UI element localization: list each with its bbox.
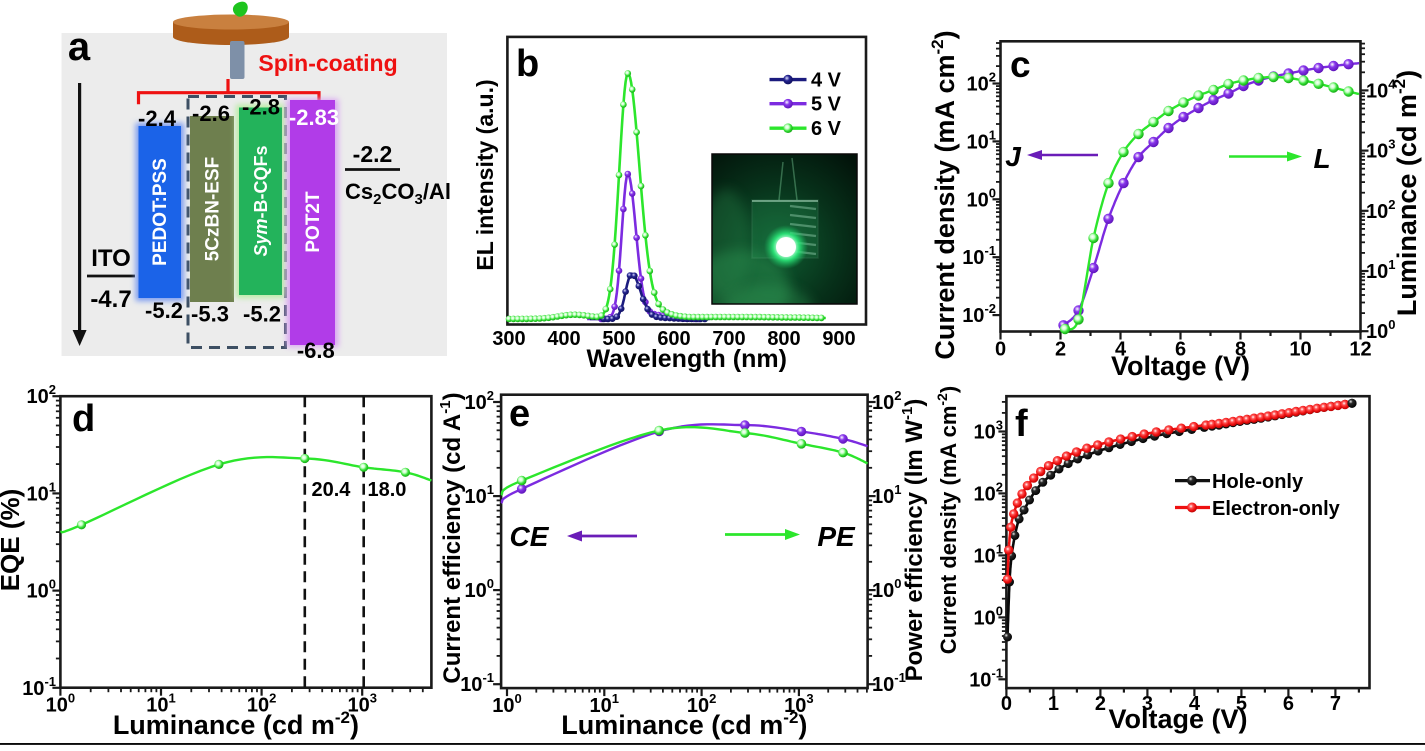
svg-text:800: 800 (767, 328, 800, 350)
svg-text:5CzBN-ESF: 5CzBN-ESF (203, 157, 224, 262)
svg-text:0: 0 (1001, 693, 1012, 715)
svg-text:Cs2CO3/Al: Cs2CO3/Al (345, 179, 451, 208)
svg-text:Current efficiency (cd A-1): Current efficiency (cd A-1) (437, 392, 466, 683)
svg-text:POT2T: POT2T (303, 191, 324, 253)
svg-text:6: 6 (1175, 339, 1186, 361)
svg-text:-5.3: -5.3 (191, 302, 229, 327)
svg-text:PE: PE (817, 521, 856, 552)
svg-text:c: c (1010, 44, 1031, 85)
svg-text:900: 900 (822, 328, 855, 350)
svg-text:5 V: 5 V (811, 94, 842, 116)
svg-text:ITO: ITO (91, 245, 131, 272)
svg-text:J: J (1005, 141, 1022, 172)
svg-text:6 V: 6 V (811, 118, 842, 140)
svg-text:Sym-B-CQFs: Sym-B-CQFs (251, 145, 271, 256)
svg-text:-2.4: -2.4 (138, 106, 177, 131)
svg-text:12: 12 (1349, 339, 1371, 361)
svg-text:3: 3 (1142, 693, 1153, 715)
svg-text:1: 1 (1048, 693, 1059, 715)
svg-text:Wavelength (nm): Wavelength (nm) (586, 345, 786, 373)
svg-text:Hole-only: Hole-only (1212, 471, 1304, 493)
svg-text:10-1: 10-1 (460, 670, 494, 696)
svg-text:-2.8: -2.8 (242, 95, 280, 120)
svg-text:500: 500 (602, 328, 635, 350)
svg-text:400: 400 (547, 328, 580, 350)
svg-text:Voltage (V): Voltage (V) (1111, 351, 1250, 381)
svg-text:-4.7: -4.7 (90, 286, 131, 313)
svg-text:-2.2: -2.2 (353, 141, 393, 167)
svg-text:5: 5 (1236, 693, 1247, 715)
svg-text:e: e (509, 393, 530, 435)
svg-text:Luminance (cd m-2): Luminance (cd m-2) (113, 708, 359, 740)
svg-text:Luminance (cd m-2): Luminance (cd m-2) (1390, 70, 1422, 316)
svg-text:600: 600 (657, 328, 690, 350)
svg-text:-5.2: -5.2 (243, 302, 281, 327)
svg-text:7: 7 (1330, 693, 1341, 715)
svg-text:18.0: 18.0 (368, 479, 407, 501)
svg-text:Power efficiency (lm W-1): Power efficiency (lm W-1) (899, 399, 928, 682)
svg-text:4: 4 (1115, 339, 1127, 361)
svg-text:d: d (72, 398, 95, 440)
svg-text:0: 0 (995, 339, 1006, 361)
svg-text:8: 8 (1235, 339, 1246, 361)
svg-text:102: 102 (967, 70, 996, 96)
svg-text:f: f (1015, 403, 1028, 445)
svg-text:4: 4 (1189, 693, 1201, 715)
svg-text:Current density (mA cm-2): Current density (mA cm-2) (934, 386, 961, 654)
svg-text:6: 6 (1283, 693, 1294, 715)
svg-text:-2.6: -2.6 (192, 101, 230, 126)
svg-text:10: 10 (1289, 339, 1311, 361)
svg-text:Luminance (cd m-2): Luminance (cd m-2) (561, 708, 807, 740)
svg-text:-2.83: -2.83 (289, 105, 339, 130)
svg-text:20.4: 20.4 (312, 479, 352, 501)
svg-text:2: 2 (1095, 693, 1106, 715)
svg-text:b: b (516, 43, 539, 85)
svg-text:a: a (68, 25, 91, 69)
svg-text:Spin-coating: Spin-coating (258, 50, 397, 76)
svg-text:EL intensity (a.u.): EL intensity (a.u.) (472, 79, 498, 270)
svg-text:L: L (1313, 143, 1330, 174)
svg-text:PEDOT:PSS: PEDOT:PSS (150, 158, 171, 266)
svg-text:EQE (%): EQE (%) (0, 489, 25, 592)
svg-text:2: 2 (1055, 339, 1066, 361)
svg-text:-5.2: -5.2 (145, 298, 183, 323)
svg-text:300: 300 (492, 328, 525, 350)
svg-text:CE: CE (510, 521, 550, 552)
svg-text:4 V: 4 V (811, 70, 842, 92)
svg-text:700: 700 (712, 328, 745, 350)
svg-text:Current density (mA cm-2): Current density (mA cm-2) (928, 30, 960, 359)
svg-text:-6.8: -6.8 (297, 338, 335, 363)
svg-text:Voltage (V): Voltage (V) (1108, 704, 1247, 734)
svg-text:Electron-only: Electron-only (1212, 498, 1341, 520)
